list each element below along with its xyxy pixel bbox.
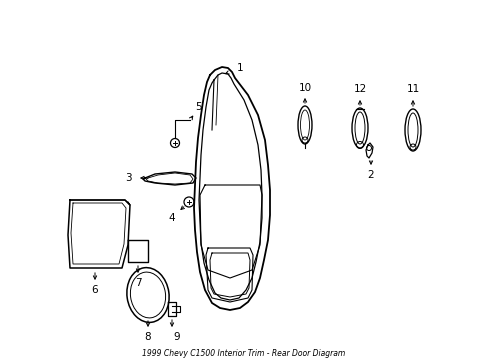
Text: 2: 2 [367, 170, 373, 180]
Text: 8: 8 [144, 332, 151, 342]
Text: 12: 12 [353, 84, 366, 94]
Text: 9: 9 [173, 332, 180, 342]
Text: 7: 7 [134, 278, 141, 288]
Text: 11: 11 [406, 84, 419, 94]
Text: 6: 6 [92, 285, 98, 295]
Text: 3: 3 [124, 173, 131, 183]
Text: 1999 Chevy C1500 Interior Trim - Rear Door Diagram: 1999 Chevy C1500 Interior Trim - Rear Do… [142, 350, 345, 359]
Text: 4: 4 [168, 213, 175, 223]
Text: 1: 1 [236, 63, 243, 73]
Text: 10: 10 [298, 83, 311, 93]
Text: 5: 5 [194, 102, 201, 112]
